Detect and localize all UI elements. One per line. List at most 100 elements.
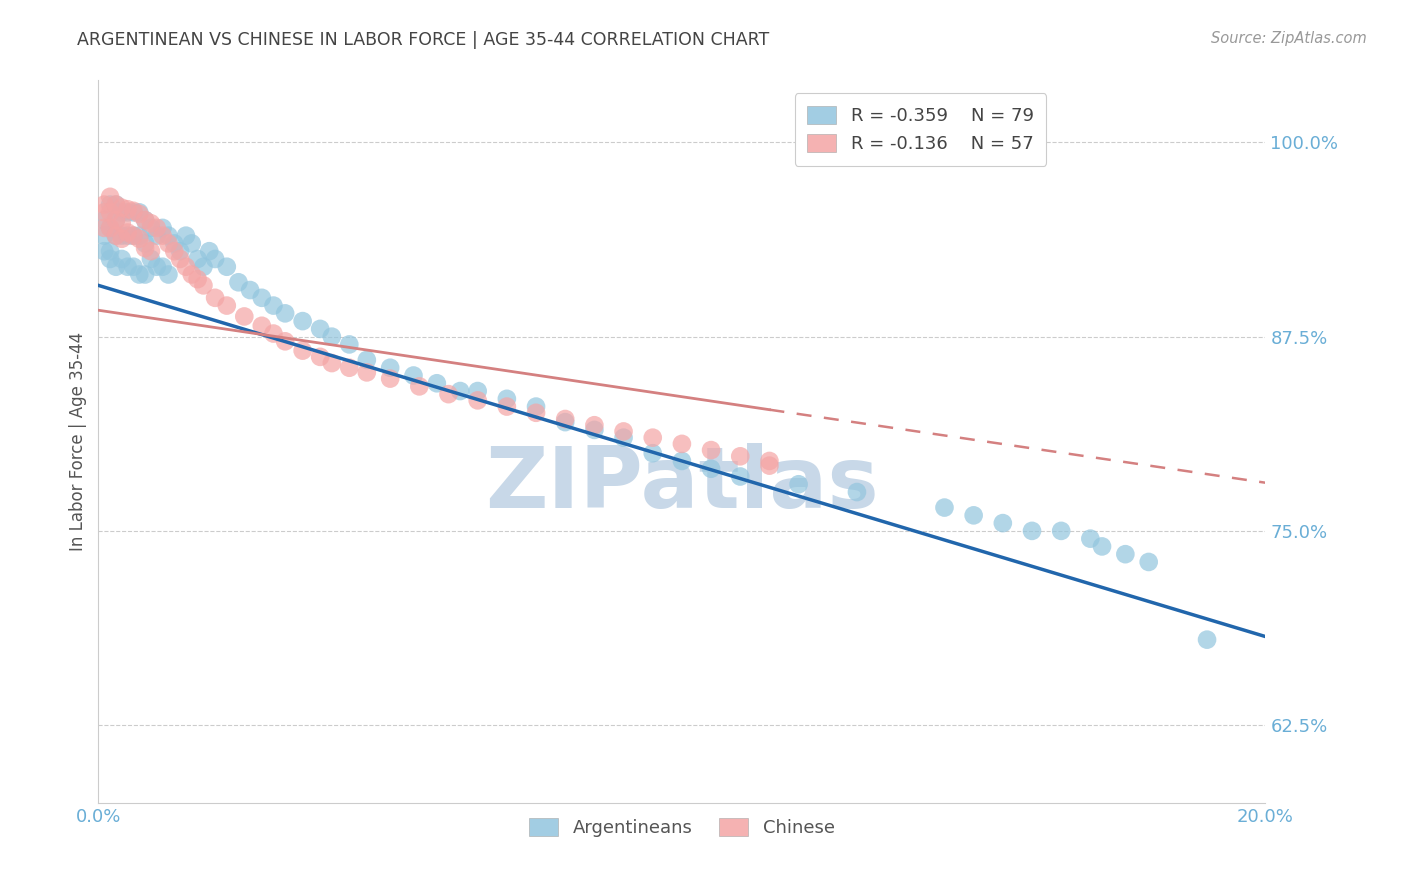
Point (380, 360, 402, 375)
Point (139, 216, 162, 230)
Point (104, 197, 127, 211)
Point (104, 213, 127, 227)
Point (152, 260, 174, 274)
Point (496, 400, 519, 414)
Point (117, 226, 139, 240)
Point (215, 260, 238, 274)
Point (180, 268, 202, 282)
Text: ARGENTINEAN VS CHINESE IN LABOR FORCE | AGE 35-44 CORRELATION CHART: ARGENTINEAN VS CHINESE IN LABOR FORCE | … (77, 31, 769, 49)
Point (146, 228, 169, 243)
Point (204, 291, 226, 305)
Point (700, 461, 723, 475)
Point (111, 216, 134, 230)
Point (104, 213, 127, 227)
Point (128, 205, 150, 219)
Point (122, 228, 145, 243)
Point (139, 244, 162, 259)
Point (152, 220, 174, 235)
Point (215, 299, 238, 313)
Point (104, 197, 127, 211)
Point (321, 329, 343, 343)
Point (98, 190, 121, 204)
Point (169, 252, 191, 266)
Point (291, 343, 314, 358)
Point (117, 260, 139, 274)
Point (98, 205, 121, 219)
Point (163, 236, 186, 251)
Point (321, 356, 343, 370)
Point (139, 220, 162, 235)
Point (169, 244, 191, 259)
Point (962, 508, 984, 523)
Point (117, 202, 139, 217)
Point (583, 418, 606, 433)
Point (187, 272, 209, 286)
Point (250, 318, 273, 333)
Point (157, 268, 180, 282)
Point (146, 260, 169, 274)
Point (111, 228, 134, 243)
Point (98, 220, 121, 235)
Point (467, 384, 489, 398)
Point (93, 205, 115, 219)
Point (174, 260, 197, 274)
Point (641, 431, 664, 445)
Point (274, 334, 297, 349)
Point (671, 437, 693, 451)
Point (193, 278, 215, 293)
Point (437, 387, 460, 401)
Point (758, 458, 780, 473)
Point (93, 244, 115, 259)
Point (111, 205, 134, 219)
Point (233, 310, 256, 324)
Point (671, 454, 693, 468)
Point (128, 268, 150, 282)
Point (787, 477, 810, 491)
Point (111, 252, 134, 266)
Point (104, 228, 127, 243)
Point (157, 236, 180, 251)
Point (93, 197, 115, 211)
Point (239, 283, 262, 297)
Point (356, 353, 378, 368)
Point (1114, 547, 1136, 561)
Y-axis label: In Labor Force | Age 35-44: In Labor Force | Age 35-44 (69, 332, 87, 551)
Point (337, 360, 360, 375)
Point (122, 228, 145, 243)
Point (250, 291, 273, 305)
Point (98, 197, 121, 211)
Point (612, 425, 634, 439)
Point (524, 400, 547, 414)
Point (93, 220, 115, 235)
Point (846, 485, 869, 500)
Point (262, 299, 284, 313)
Point (134, 213, 156, 227)
Point (496, 392, 519, 406)
Point (157, 228, 180, 243)
Point (1195, 632, 1218, 647)
Point (174, 228, 197, 243)
Point (309, 322, 332, 336)
Point (128, 228, 150, 243)
Point (93, 213, 115, 227)
Point (1021, 524, 1043, 538)
Point (991, 516, 1014, 530)
Point (380, 371, 402, 385)
Point (274, 306, 297, 320)
Point (98, 252, 121, 266)
Point (730, 450, 752, 464)
Point (104, 228, 127, 243)
Point (193, 260, 215, 274)
Point (104, 260, 127, 274)
Text: ZIPatlas: ZIPatlas (485, 443, 879, 526)
Point (111, 201, 134, 215)
Text: Source: ZipAtlas.com: Source: ZipAtlas.com (1211, 31, 1367, 46)
Point (554, 412, 576, 426)
Point (554, 415, 576, 429)
Point (291, 314, 314, 328)
Point (187, 252, 209, 266)
Point (934, 500, 956, 515)
Point (146, 220, 169, 235)
Point (612, 431, 634, 445)
Point (426, 376, 449, 391)
